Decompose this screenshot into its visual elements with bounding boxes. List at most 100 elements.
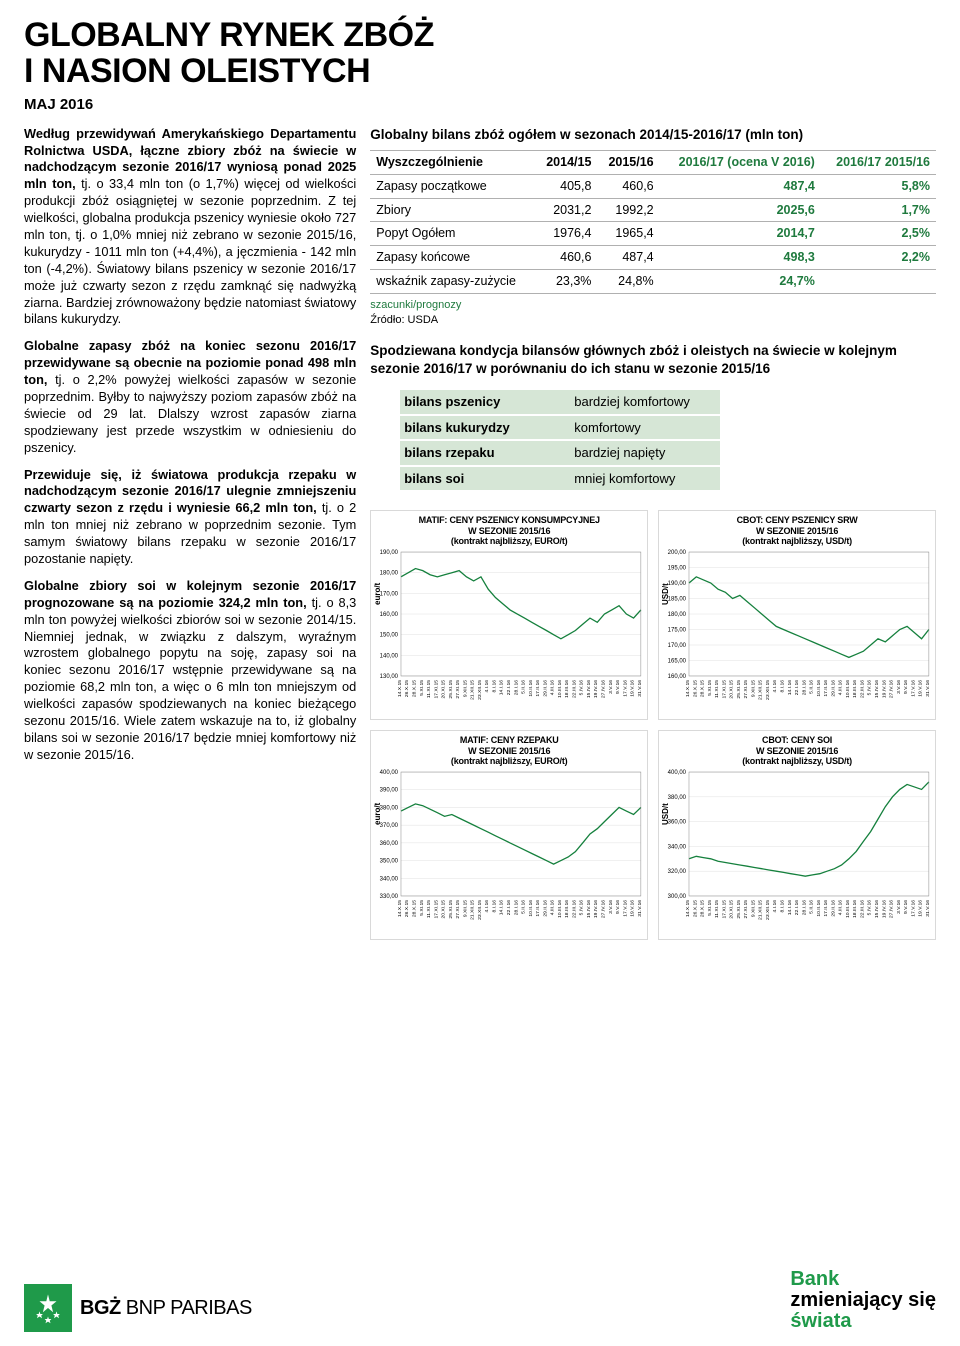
svg-text:380,00: 380,00: [668, 795, 687, 801]
cell: 487,4: [597, 246, 659, 270]
table-source: Źródło: USDA: [370, 313, 936, 328]
cell-label: Zapasy początkowe: [370, 174, 535, 198]
svg-text:170,00: 170,00: [668, 643, 687, 649]
table-row: Zbiory2031,21992,22025,61,7%: [370, 198, 936, 222]
table-row: bilans pszenicybardziej komfortowy: [400, 389, 720, 415]
svg-text:28.I.16: 28.I.16: [801, 900, 807, 915]
svg-text:31.V.16: 31.V.16: [925, 900, 931, 917]
svg-text:5.II.16: 5.II.16: [521, 900, 527, 914]
svg-text:11.XI.15: 11.XI.15: [714, 900, 720, 918]
bank-name: BGŻ BNP PARIBAS: [80, 1295, 252, 1322]
svg-text:8.I.16: 8.I.16: [492, 680, 498, 693]
y-axis-label: USD/t: [661, 584, 672, 606]
svg-text:17.II.16: 17.II.16: [823, 680, 829, 697]
svg-text:17.XI.15: 17.XI.15: [434, 900, 440, 919]
svg-text:28.X.15: 28.X.15: [700, 900, 706, 917]
svg-text:140,00: 140,00: [380, 654, 399, 660]
svg-text:9.V.16: 9.V.16: [903, 680, 909, 694]
svg-text:19.IV.16: 19.IV.16: [881, 680, 887, 698]
svg-text:26.X.15: 26.X.15: [405, 900, 411, 917]
svg-text:22.III.16: 22.III.16: [572, 680, 578, 698]
svg-text:180,00: 180,00: [668, 612, 687, 618]
svg-text:21.XII.15: 21.XII.15: [470, 680, 476, 700]
svg-text:4.I.16: 4.I.16: [772, 680, 778, 693]
table-note: szacunki/prognozy: [370, 298, 936, 313]
table-header-row: Wyszczególnienie 2014/15 2015/16 2016/17…: [370, 150, 936, 174]
chart-plot: 160,00165,00170,00175,00180,00185,00190,…: [659, 548, 935, 718]
svg-text:14.I.16: 14.I.16: [499, 900, 505, 915]
svg-text:340,00: 340,00: [668, 845, 687, 851]
condition-title: Spodziewana kondycja bilansów głównych z…: [370, 342, 936, 378]
cell: 460,6: [535, 246, 597, 270]
cell-key: bilans soi: [400, 466, 570, 491]
svg-text:5.XI.15: 5.XI.15: [707, 680, 713, 696]
title-block: GLOBALNY RYNEK ZBÓŻ I NASION OLEISTYCH M…: [24, 18, 936, 116]
table-row: bilans rzepakubardziej napięty: [400, 440, 720, 466]
chart-plot: 330,00340,00350,00360,00370,00380,00390,…: [371, 768, 647, 938]
cell-highlight: 2,5%: [821, 222, 936, 246]
svg-text:350,00: 350,00: [380, 859, 399, 865]
svg-text:17.V.16: 17.V.16: [910, 680, 916, 697]
svg-text:25.XI.15: 25.XI.15: [448, 900, 454, 919]
svg-text:10.II.16: 10.II.16: [816, 900, 822, 917]
svg-text:25.XI.15: 25.XI.15: [736, 900, 742, 919]
chart-matif-rapeseed: MATIF: CENY RZEPAKU W SEZONIE 2015/16 (k…: [370, 730, 648, 940]
svg-text:26.X.15: 26.X.15: [692, 900, 698, 917]
tagline-l2: zmieniający się: [790, 1289, 936, 1311]
svg-text:26.X.15: 26.X.15: [405, 680, 411, 697]
svg-text:27.XI.15: 27.XI.15: [455, 900, 461, 919]
p4-rest: tj. o 8,3 mln ton powyżej wielkości zbio…: [24, 595, 356, 762]
svg-text:4.III.16: 4.III.16: [550, 900, 556, 915]
svg-text:8.I.16: 8.I.16: [492, 900, 498, 913]
paragraph-4: Globalne zbiory soi w kolejnym sezonie 2…: [24, 578, 356, 764]
svg-text:14.X.15: 14.X.15: [685, 900, 691, 917]
svg-text:19.V.16: 19.V.16: [918, 680, 924, 697]
svg-text:11.XI.15: 11.XI.15: [426, 900, 432, 918]
svg-text:160,00: 160,00: [380, 612, 399, 618]
cell-highlight: [821, 270, 936, 294]
svg-text:17.V.16: 17.V.16: [623, 900, 629, 917]
tagline: Bank zmieniający się świata: [790, 1269, 936, 1332]
svg-text:160,00: 160,00: [668, 674, 687, 680]
svg-text:200,00: 200,00: [668, 550, 687, 556]
bank-logo: BGŻ BNP PARIBAS: [24, 1284, 252, 1332]
chart-title: MATIF: CENY PSZENICY KONSUMPCYJNEJ W SEZ…: [371, 511, 647, 548]
svg-text:22.III.16: 22.III.16: [860, 900, 866, 918]
svg-text:14.I.16: 14.I.16: [787, 680, 793, 695]
page-title-line2: I NASION OLEISTYCH: [24, 54, 936, 90]
svg-text:150,00: 150,00: [380, 633, 399, 639]
cell-key: bilans pszenicy: [400, 389, 570, 415]
cell-label: Zbiory: [370, 198, 535, 222]
col-2: 2015/16: [597, 150, 659, 174]
svg-text:31.V.16: 31.V.16: [925, 680, 931, 697]
svg-text:28.X.15: 28.X.15: [412, 900, 418, 917]
svg-text:15.IV.16: 15.IV.16: [874, 900, 880, 918]
svg-text:23.XII.15: 23.XII.15: [477, 680, 483, 700]
y-axis-label: euro/t: [373, 583, 384, 605]
svg-text:23.XII.15: 23.XII.15: [477, 900, 483, 920]
svg-text:5.XI.15: 5.XI.15: [707, 900, 713, 916]
svg-text:9.V.16: 9.V.16: [615, 680, 621, 694]
svg-text:165,00: 165,00: [668, 659, 687, 665]
cell-val: komfortowy: [570, 415, 720, 441]
svg-text:28.I.16: 28.I.16: [514, 900, 520, 915]
svg-text:10.II.16: 10.II.16: [816, 680, 822, 697]
svg-text:14.I.16: 14.I.16: [499, 680, 505, 695]
svg-text:17.II.16: 17.II.16: [535, 900, 541, 917]
page-subtitle: MAJ 2016: [24, 95, 936, 115]
cell-label: wskaźnik zapasy-zużycie: [370, 270, 535, 294]
tagline-l3: świata: [790, 1310, 851, 1332]
svg-text:4.III.16: 4.III.16: [838, 900, 844, 915]
svg-text:330,00: 330,00: [380, 894, 399, 900]
svg-text:4.III.16: 4.III.16: [550, 680, 556, 695]
cell-key: bilans kukurydzy: [400, 415, 570, 441]
condition-table-wrap: bilans pszenicybardziej komfortowybilans…: [370, 384, 936, 500]
col-4: 2016/17 2015/16: [821, 150, 936, 174]
svg-text:10.III.16: 10.III.16: [557, 900, 563, 918]
table-row: bilans soimniej komfortowy: [400, 466, 720, 491]
col-1: 2014/15: [535, 150, 597, 174]
cell-highlight: 487,4: [660, 174, 821, 198]
cell: 405,8: [535, 174, 597, 198]
svg-text:5.II.16: 5.II.16: [809, 680, 815, 694]
svg-text:3.V.16: 3.V.16: [608, 680, 614, 694]
